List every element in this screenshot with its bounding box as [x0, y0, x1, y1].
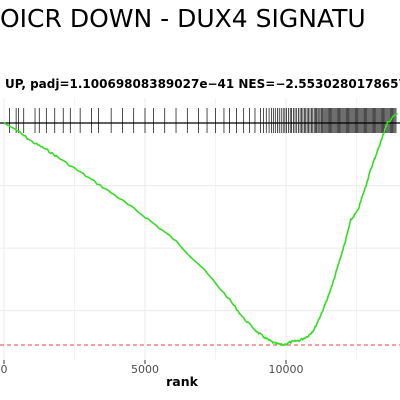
gene-hit-markers — [9, 108, 397, 133]
gridlines — [0, 98, 400, 360]
x-axis: 0 5000 10000 — [1, 360, 304, 376]
enrichment-series — [3, 112, 398, 347]
x-tick-label: 5000 — [131, 363, 159, 376]
plot-panel — [0, 98, 400, 360]
plot-background — [0, 98, 400, 360]
chart-title: OICR DOWN - DUX4 SIGNATU — [0, 4, 366, 33]
enrichment-score-line — [3, 112, 398, 347]
reference-lines — [0, 122, 400, 346]
x-tick-label: 0 — [1, 363, 8, 376]
chart-subtitle: UP, padj=1.10069808389027e−41 NES=−2.553… — [5, 77, 400, 91]
x-tick-label: 10000 — [269, 363, 304, 376]
x-axis-title: rank — [166, 374, 198, 389]
